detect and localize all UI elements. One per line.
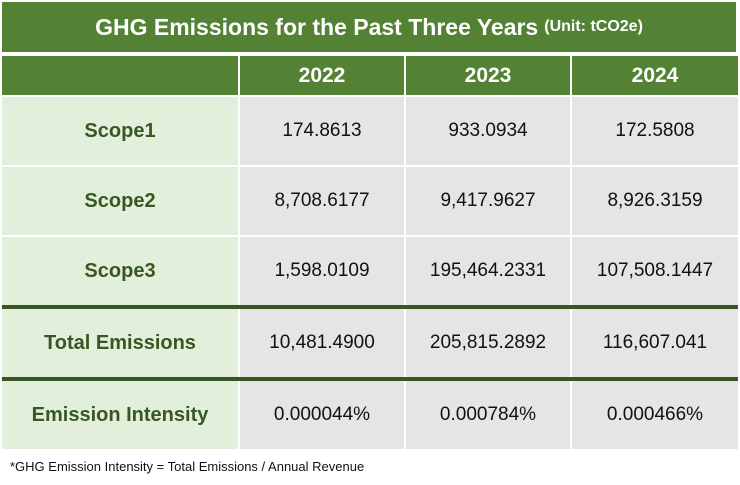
cell-scope1-2023: 933.0934 (406, 97, 570, 165)
header-corner (2, 56, 238, 95)
title-text: GHG Emissions for the Past Three Years (95, 13, 539, 40)
row-divider (2, 95, 738, 97)
unit-label: (Unit: tCO2e) (544, 18, 643, 35)
cell-scope2-2024: 8,926.3159 (572, 167, 738, 235)
row-label-total-emissions: Total Emissions (2, 309, 238, 377)
cell-scope3-2022: 1,598.0109 (240, 237, 404, 305)
cell-total-2024: 116,607.041 (572, 309, 738, 377)
cell-scope1-2024: 172.5808 (572, 97, 738, 165)
cell-intensity-2023: 0.000784% (406, 381, 570, 449)
cell-total-2023: 205,815.2892 (406, 309, 570, 377)
footnote: *GHG Emission Intensity = Total Emission… (10, 459, 365, 474)
cell-scope2-2022: 8,708.6177 (240, 167, 404, 235)
cell-intensity-2024: 0.000466% (572, 381, 738, 449)
header-2022: 2022 (240, 56, 404, 95)
row-label-scope3: Scope3 (2, 237, 238, 305)
row-divider (2, 235, 738, 237)
cell-scope3-2024: 107,508.1447 (572, 237, 738, 305)
cell-scope2-2023: 9,417.9627 (406, 167, 570, 235)
row-label-emission-intensity: Emission Intensity (2, 381, 238, 449)
row-label-scope2: Scope2 (2, 167, 238, 235)
cell-scope1-2022: 174.8613 (240, 97, 404, 165)
row-label-scope1: Scope1 (2, 97, 238, 165)
intensity-separator (2, 377, 738, 381)
table-title: GHG Emissions for the Past Three Years (… (2, 2, 736, 52)
cell-scope3-2023: 195,464.2331 (406, 237, 570, 305)
cell-intensity-2022: 0.000044% (240, 381, 404, 449)
header-2023: 2023 (406, 56, 570, 95)
cell-total-2022: 10,481.4900 (240, 309, 404, 377)
row-divider (2, 165, 738, 167)
header-2024: 2024 (572, 56, 738, 95)
total-separator (2, 305, 738, 309)
emissions-table: 2022 2023 2024 Scope1 174.8613 933.0934 … (2, 56, 738, 449)
